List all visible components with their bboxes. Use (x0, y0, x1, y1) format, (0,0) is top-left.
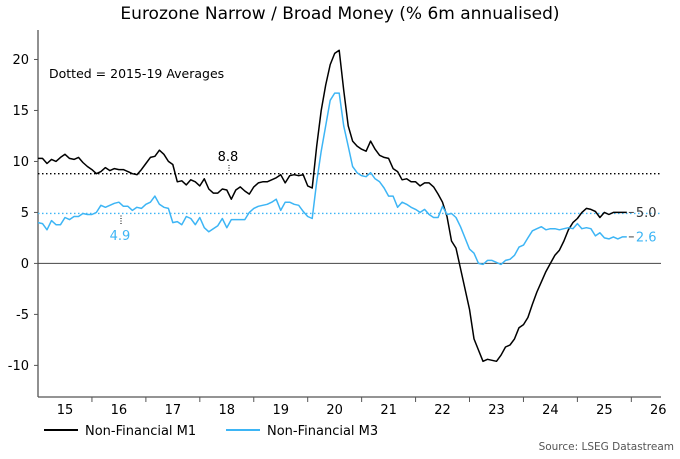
y-tick-label: 5 (21, 206, 29, 221)
x-tick-label: 26 (650, 403, 667, 418)
x-tick-label: 24 (542, 403, 559, 418)
series-lines (37, 49, 627, 363)
y-tick-label: 20 (12, 53, 29, 68)
average-lines (38, 173, 661, 215)
x-tick-label: 15 (57, 403, 74, 418)
average-label-m3: 4.9 (110, 229, 131, 244)
average-label-m1: 8.8 (218, 150, 239, 165)
series-line-m3 (37, 92, 627, 266)
value-labels: 8.8 4.9 5.0 2.6 (110, 150, 657, 245)
x-tick-label: 19 (272, 403, 289, 418)
y-tick-label: -5 (16, 308, 29, 323)
legend-label-m3: Non-Financial M3 (267, 424, 378, 439)
x-tick-label: 21 (380, 403, 397, 418)
y-tick-label: 15 (12, 104, 29, 119)
legend: Non-Financial M1 Non-Financial M3 (44, 424, 378, 439)
x-tick-label: 23 (488, 403, 505, 418)
x-tick-label: 17 (165, 403, 182, 418)
y-tick-label: -10 (8, 359, 29, 374)
x-tick-label: 20 (326, 403, 343, 418)
series-line-m1 (38, 49, 627, 363)
last-value-label-m1: 5.0 (636, 206, 657, 221)
x-tick-label: 18 (219, 403, 236, 418)
axes: -10 -5 0 5 10 15 20 15 16 17 18 19 20 21 22 23 24 25 26 (8, 30, 667, 418)
y-tick-label: 0 (21, 257, 29, 272)
x-tick-label: 22 (434, 403, 451, 418)
y-tick-label: 10 (12, 155, 29, 170)
averages-note: Dotted = 2015-19 Averages (49, 66, 224, 81)
x-tick-label: 25 (596, 403, 613, 418)
source-note: Source: LSEG Datastream (539, 441, 674, 453)
x-tick-label: 16 (111, 403, 128, 418)
chart-title: Eurozone Narrow / Broad Money (% 6m annu… (120, 4, 559, 24)
legend-label-m1: Non-Financial M1 (85, 424, 196, 439)
last-value-label-m3: 2.6 (636, 230, 657, 245)
